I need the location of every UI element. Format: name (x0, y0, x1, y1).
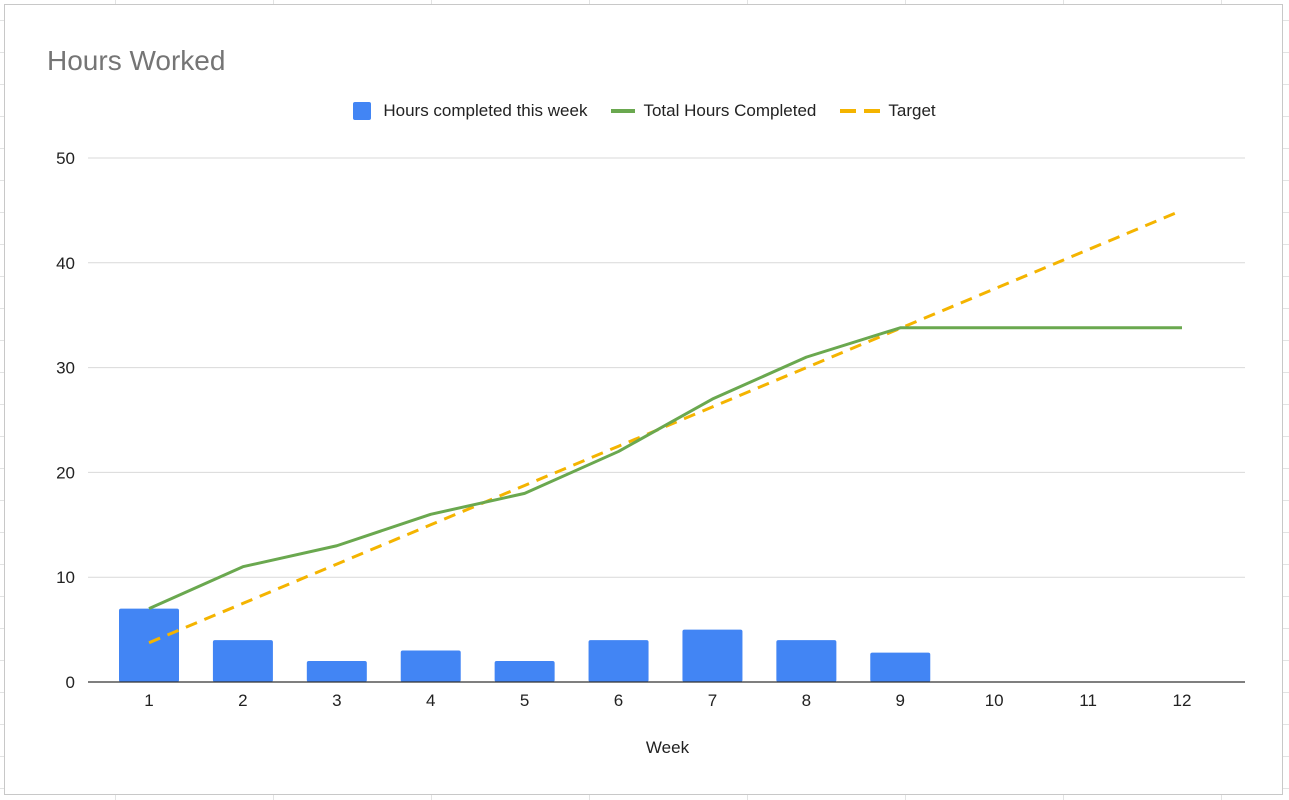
x-tick-label: 5 (520, 691, 529, 710)
x-tick-label: 8 (802, 691, 811, 710)
bar (212, 640, 273, 682)
legend-swatch-line (611, 109, 636, 113)
y-tick-label: 10 (56, 568, 75, 587)
bar (588, 640, 649, 682)
series-line-target (148, 209, 1183, 645)
y-tick-label: 20 (56, 463, 75, 482)
bar (682, 629, 743, 682)
bar (400, 650, 461, 682)
x-tick-label: 4 (426, 691, 435, 710)
y-tick-label: 50 (56, 149, 75, 168)
y-tick-label: 30 (56, 359, 75, 378)
legend-item-weekly-hours[interactable]: Hours completed this week (353, 101, 587, 121)
bar (306, 661, 367, 682)
x-tick-label: 1 (144, 691, 153, 710)
x-tick-label: 11 (1079, 691, 1097, 710)
legend-swatch-dashed-line (840, 109, 881, 113)
bar (119, 608, 179, 682)
x-tick-label: 12 (1173, 691, 1192, 710)
bar (494, 661, 555, 682)
legend-label: Target (888, 101, 936, 120)
y-tick-label: 40 (56, 254, 75, 273)
legend-item-target[interactable]: Target (840, 101, 936, 121)
chart-legend: Hours completed this week Total Hours Co… (5, 101, 1284, 121)
x-tick-label: 3 (332, 691, 341, 710)
legend-label: Total Hours Completed (643, 101, 817, 120)
x-axis-title: Week (646, 738, 690, 757)
x-tick-label: 10 (985, 691, 1004, 710)
bar (870, 652, 931, 682)
x-tick-label: 6 (614, 691, 623, 710)
bar (776, 640, 837, 682)
legend-swatch-bar (353, 102, 372, 120)
chart-card[interactable]: Hours Worked Hours completed this week T… (4, 4, 1283, 795)
x-tick-label: 2 (238, 691, 247, 710)
x-tick-label: 7 (708, 691, 717, 710)
x-tick-label: 9 (896, 691, 905, 710)
y-tick-label: 0 (66, 673, 75, 692)
legend-label: Hours completed this week (383, 101, 588, 120)
series-line-total-hours (148, 326, 1182, 611)
legend-item-total-hours[interactable]: Total Hours Completed (611, 101, 816, 121)
chart-title: Hours Worked (47, 45, 226, 76)
